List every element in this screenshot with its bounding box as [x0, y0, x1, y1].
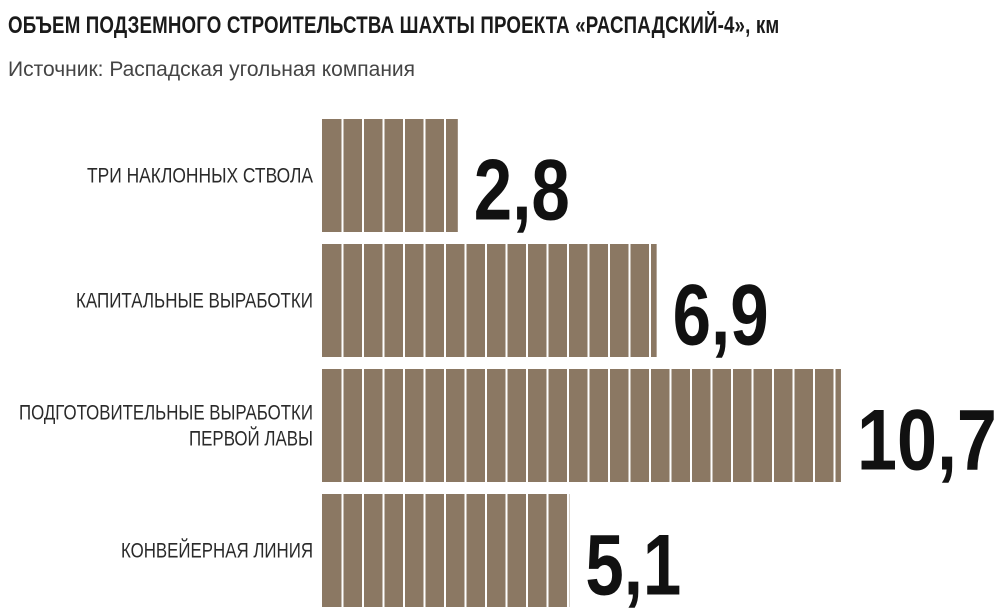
bar: [322, 119, 458, 232]
bar: [322, 369, 841, 482]
chart-source: Источник: Распадская угольная компания: [8, 58, 416, 81]
bar-group: [322, 244, 657, 357]
category-label: ПЕРВОЙ ЛАВЫ: [189, 427, 313, 451]
value-label: 6,9: [673, 268, 769, 364]
category-label: КОНВЕЙЕРНАЯ ЛИНИЯ: [121, 539, 313, 563]
bar-group: [322, 369, 841, 482]
category-label: КАПИТАЛЬНЫЕ ВЫРАБОТКИ: [76, 290, 313, 313]
value-label: 5,1: [585, 518, 681, 611]
bar: [322, 244, 657, 357]
value-label: 2,8: [474, 143, 570, 239]
chart-title: ОБЪЕМ ПОДЗЕМНОГО СТРОИТЕЛЬСТВА ШАХТЫ ПРО…: [8, 12, 780, 39]
value-label: 10,7: [857, 393, 997, 489]
bar-group: [322, 119, 458, 232]
bar-group: [322, 494, 570, 607]
category-label: ПОДГОТОВИТЕЛЬНЫЕ ВЫРАБОТКИ: [19, 402, 313, 425]
category-label: ТРИ НАКЛОННЫХ СТВОЛА: [87, 165, 313, 188]
